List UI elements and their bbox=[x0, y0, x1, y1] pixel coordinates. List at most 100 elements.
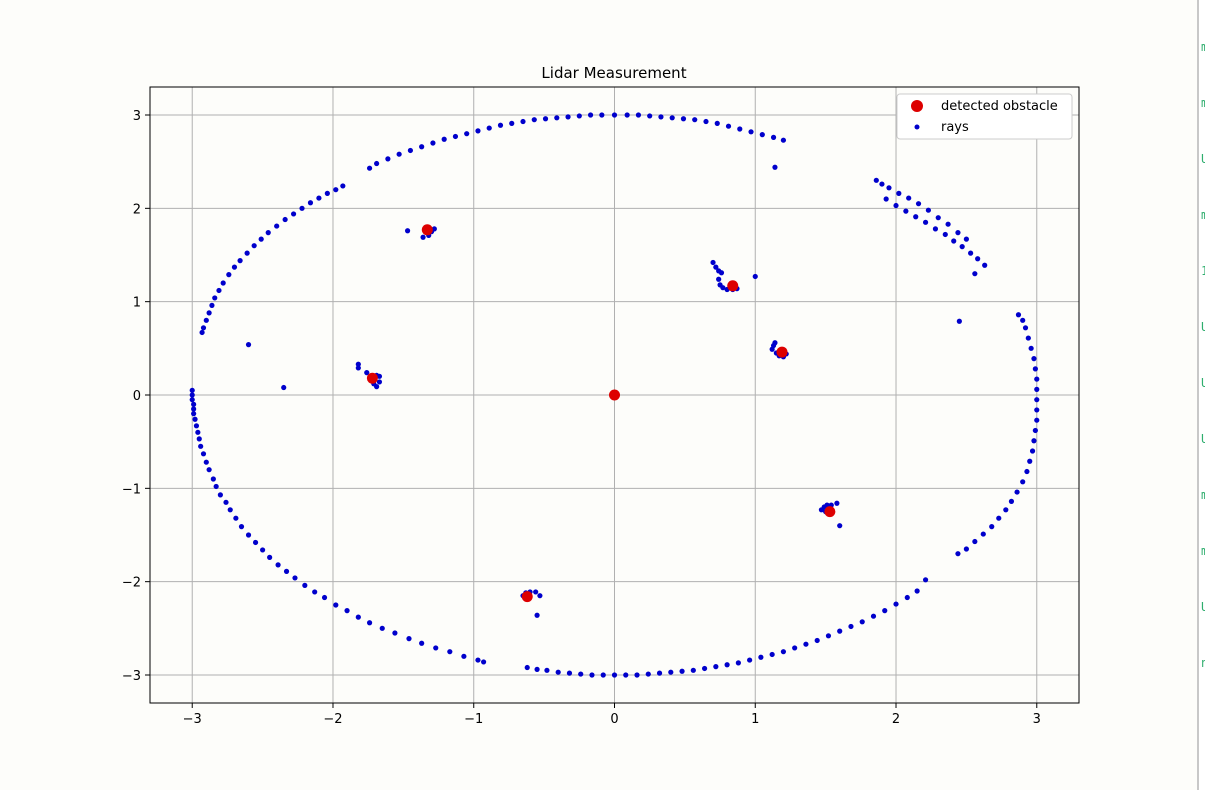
ray-point bbox=[647, 113, 653, 119]
ray-point bbox=[837, 628, 843, 634]
ray-point bbox=[955, 230, 961, 236]
ray-point bbox=[624, 112, 630, 118]
strip-glyph: m bbox=[1201, 208, 1205, 222]
ray-point bbox=[886, 185, 892, 191]
ray-point bbox=[544, 667, 550, 673]
ray-point bbox=[227, 507, 233, 513]
strip-glyph: U bbox=[1201, 320, 1205, 334]
ray-point bbox=[282, 216, 288, 223]
obstacle-point bbox=[521, 591, 533, 603]
strip-glyph: U bbox=[1201, 152, 1205, 166]
ray-point bbox=[524, 664, 530, 671]
ray-point bbox=[718, 270, 725, 276]
y-tick-label: 1 bbox=[133, 296, 141, 311]
ray-point bbox=[206, 310, 212, 316]
ray-point bbox=[199, 329, 205, 336]
ray-point bbox=[191, 406, 197, 412]
ray-point bbox=[906, 195, 912, 201]
obstacle-series bbox=[366, 224, 836, 603]
ray-point bbox=[658, 114, 664, 120]
ray-point bbox=[565, 114, 571, 120]
ray-point bbox=[1008, 498, 1015, 504]
ray-point bbox=[203, 317, 209, 323]
ray-point bbox=[554, 115, 560, 121]
ray-point bbox=[475, 657, 481, 663]
ray-point bbox=[951, 238, 957, 244]
ray-point bbox=[942, 231, 948, 238]
ray-point bbox=[364, 370, 370, 376]
ray-point bbox=[340, 183, 346, 189]
ray-point bbox=[419, 144, 425, 150]
ray-point bbox=[1032, 366, 1038, 372]
ray-point bbox=[859, 619, 865, 625]
ray-point bbox=[192, 416, 198, 422]
ray-point bbox=[406, 636, 412, 642]
ray-point bbox=[283, 568, 290, 575]
ray-point bbox=[735, 660, 741, 666]
ray-point bbox=[509, 120, 515, 126]
ray-point bbox=[534, 666, 540, 673]
ray-point bbox=[396, 151, 402, 157]
ray-point bbox=[534, 612, 540, 618]
ray-point bbox=[200, 325, 207, 331]
ray-point bbox=[883, 196, 889, 202]
adjacent-window-edge: m m Um 1 U U Um m Un bbox=[1197, 0, 1205, 790]
ray-point bbox=[1031, 356, 1037, 362]
ray-point bbox=[213, 483, 219, 490]
ray-point bbox=[555, 669, 561, 675]
ray-point bbox=[915, 201, 922, 207]
legend-marker-rays-icon bbox=[914, 124, 920, 130]
ray-point bbox=[690, 667, 696, 673]
ray-point bbox=[780, 137, 787, 143]
ray-point bbox=[703, 118, 709, 125]
ray-point bbox=[914, 588, 920, 594]
ray-point bbox=[714, 120, 720, 126]
ray-point bbox=[274, 223, 280, 229]
ray-point bbox=[292, 575, 298, 581]
ray-point bbox=[759, 132, 765, 138]
ray-point bbox=[212, 295, 218, 301]
ray-point bbox=[312, 589, 318, 595]
ray-point bbox=[189, 397, 195, 403]
ray-point bbox=[870, 613, 877, 619]
ray-point bbox=[599, 112, 605, 118]
ray-point bbox=[963, 236, 969, 242]
ray-point bbox=[972, 271, 978, 277]
y-tick-label: −1 bbox=[122, 482, 141, 497]
legend-marker-obstacle-icon bbox=[911, 100, 923, 112]
ray-point bbox=[260, 547, 266, 553]
ray-point bbox=[316, 195, 322, 201]
ray-point bbox=[611, 672, 618, 678]
ray-point bbox=[245, 342, 252, 348]
ray-point bbox=[419, 640, 425, 646]
ray-point bbox=[1020, 479, 1026, 485]
ray-point bbox=[189, 387, 195, 393]
ray-point bbox=[452, 133, 459, 140]
ray-point bbox=[578, 671, 584, 677]
ray-point bbox=[635, 112, 642, 118]
ray-point bbox=[244, 250, 250, 256]
ray-point bbox=[520, 118, 526, 125]
ray-point bbox=[265, 230, 271, 236]
ray-point bbox=[281, 384, 287, 391]
ray-point bbox=[770, 134, 777, 140]
strip-glyph: U bbox=[1201, 432, 1205, 446]
x-tick-label: −2 bbox=[323, 712, 342, 727]
ray-point bbox=[1034, 376, 1040, 382]
y-tick-label: −2 bbox=[122, 576, 141, 591]
ray-point bbox=[713, 664, 719, 670]
obstacle-point bbox=[421, 224, 433, 236]
ray-point bbox=[1027, 458, 1033, 464]
ray-point bbox=[982, 262, 988, 268]
ray-point bbox=[189, 392, 195, 398]
ray-point bbox=[873, 177, 879, 183]
strip-glyph: 1 bbox=[1201, 264, 1205, 278]
ray-point bbox=[975, 256, 981, 262]
ray-point bbox=[668, 669, 674, 675]
ray-point bbox=[237, 258, 243, 264]
ray-point bbox=[576, 113, 582, 119]
strip-glyph: U bbox=[1201, 600, 1205, 614]
ray-point bbox=[1034, 407, 1040, 413]
ray-point bbox=[233, 515, 239, 521]
